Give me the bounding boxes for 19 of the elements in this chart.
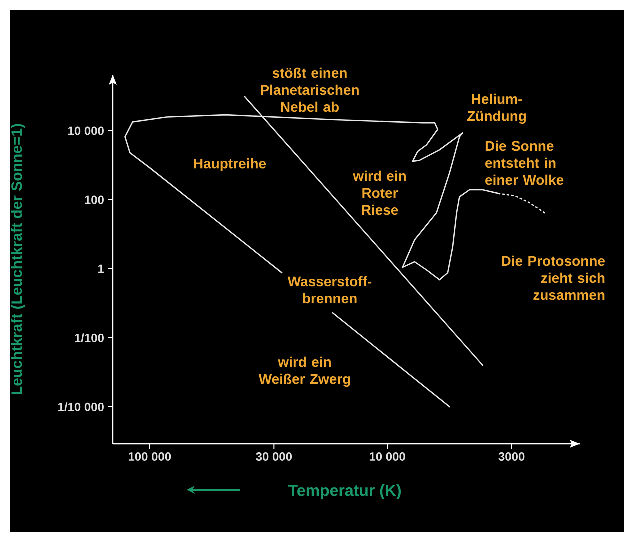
x-tick-label: 10 000 [370, 452, 406, 461]
annotation: wird ein Weißer Zwerg [258, 356, 350, 388]
y-tick-label: 1 [98, 264, 104, 274]
annotation: Wasserstoff-brennen [288, 276, 372, 304]
x-axis-title: Temperatur (K) [288, 484, 402, 500]
x-tick-label: 3000 [498, 452, 525, 462]
annotation: Die Sonne entsteht in einer Wolke [486, 140, 564, 186]
x-tick-label: 30 000 [256, 452, 292, 462]
y-tick-label: 100 [85, 196, 104, 204]
annotation: stößt einen Planetarischen Nebel ab [261, 68, 359, 112]
y-axis-title: Leuchtkraft (Leuchtkraft der Sonne=1) [11, 124, 26, 395]
y-tick-label: 10 000 [68, 126, 104, 136]
annotation: wird ein Roter Riese [353, 170, 406, 216]
annotation: Die Protosonne zieht sich zusammen [502, 256, 606, 300]
annotation: Hauptreihe [194, 158, 266, 172]
x-tick-label: 100 000 [128, 452, 172, 461]
y-tick-label: 1/10 000 [58, 402, 104, 412]
annotation: Helium-Zündung [467, 94, 526, 124]
y-tick-label: 1/100 [75, 334, 104, 342]
